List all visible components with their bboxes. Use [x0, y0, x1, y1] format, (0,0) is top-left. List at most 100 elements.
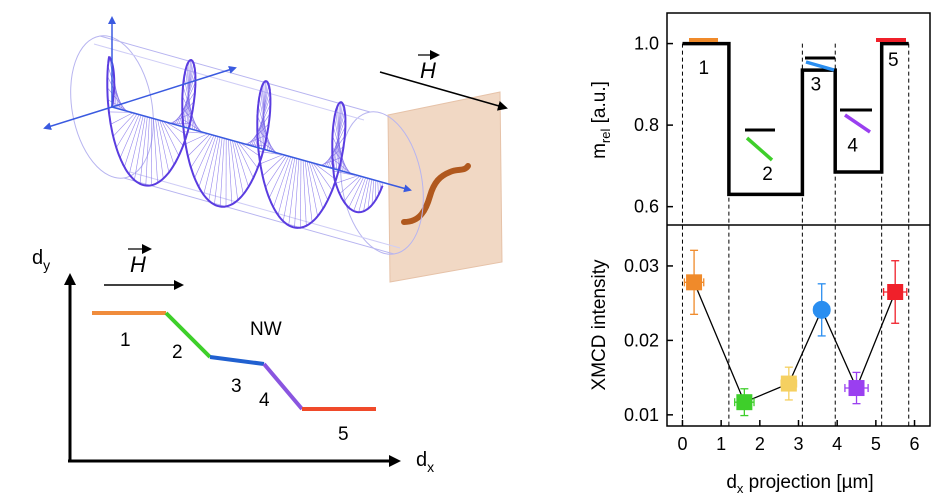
helix-spoke: [304, 161, 313, 222]
x-tick-label: 5: [871, 434, 881, 454]
helix-spoke: [182, 107, 202, 133]
x-axis-title: dx projection [µm]: [726, 472, 873, 496]
top-y-axis-title: mrel [a.u.]: [589, 81, 613, 159]
field-label-top: H: [420, 58, 436, 83]
helix-spoke: [159, 120, 175, 165]
helix-spoke: [198, 136, 217, 188]
helix-spoke: [332, 158, 354, 176]
wire-segment-4: [262, 362, 304, 411]
helix-spoke: [367, 180, 372, 209]
x-tick-label: 0: [677, 434, 687, 454]
helix-spoke: [145, 117, 150, 186]
x-tick-label: 2: [755, 434, 765, 454]
helix-spoke: [277, 157, 293, 216]
helix-spoke: [134, 116, 146, 181]
wire-schematic: dy dx H NW 1 2 3 4 5: [32, 244, 434, 475]
region-label: 1: [698, 58, 709, 79]
dy-axis-label: dy: [32, 247, 50, 273]
magnetization-step-chart: 1 2 3 4 5 0.6 0.8 1.0: [634, 34, 909, 217]
wire-segment-3: [209, 355, 265, 366]
top-y-tick-label: 1.0: [634, 34, 659, 54]
helix-spoke: [128, 115, 144, 175]
helix-spoke: [333, 170, 356, 176]
region-label: 4: [847, 136, 858, 157]
helix-spoke: [107, 66, 123, 110]
helix-spoke: [313, 163, 333, 191]
helix-spoke: [234, 141, 249, 187]
orientation-bar-3: [805, 60, 835, 72]
helix-spoke: [203, 136, 219, 195]
segment-label-5: 5: [338, 424, 349, 445]
helix-spoke: [348, 177, 364, 208]
segment-boundaries: [681, 43, 910, 426]
segment-label-2: 2: [172, 342, 183, 363]
helix-spoke: [107, 87, 127, 112]
helix-spoke: [161, 120, 180, 156]
bottom-y-tick-label: 0.02: [624, 330, 659, 350]
helix-spoke: [240, 142, 262, 158]
region-label: 5: [888, 50, 899, 71]
helix-spoke: [124, 115, 142, 167]
field-arrow-top: H: [379, 50, 508, 111]
x-tick-label: 4: [832, 434, 842, 454]
field-arrow-bottom: H: [104, 244, 184, 290]
data-point: [812, 300, 831, 319]
helix-spoke: [306, 161, 318, 217]
data-point: [780, 375, 797, 392]
helix-spoke: [300, 160, 302, 228]
helix-spoke: [187, 134, 210, 157]
helix-spoke: [377, 181, 379, 196]
orientation-indicators: [689, 38, 906, 162]
data-point: [887, 284, 904, 300]
wire-segment-2: [164, 311, 212, 359]
helix-spoke: [194, 135, 215, 179]
bottom-y-tick-label: 0.03: [624, 256, 659, 276]
helix-spoke: [157, 119, 170, 173]
helix-spoke: [315, 164, 337, 180]
helix-spoke: [116, 113, 138, 148]
helix-spoke: [309, 162, 324, 209]
helix-spoke: [185, 133, 208, 145]
segment-label-3: 3: [231, 376, 242, 397]
segment-label-4: 4: [259, 390, 270, 411]
projection-screen: [387, 91, 503, 283]
helix-spoke: [232, 140, 244, 195]
helix-spoke: [268, 156, 289, 199]
helix-spoke: [265, 155, 287, 188]
helix-spoke: [302, 160, 307, 226]
helix-spoke: [339, 176, 360, 194]
helix-spoke: [363, 179, 370, 212]
coordinate-axes: [43, 16, 412, 193]
helix-spoke: [335, 175, 358, 184]
helix-spoke: [190, 134, 212, 168]
helix-spoke: [155, 119, 164, 179]
helix-curve: [106, 56, 384, 229]
helix-spoke: [371, 180, 374, 205]
data-point: [736, 394, 753, 411]
orientation-bar-4: [844, 113, 871, 134]
helix-spoke: [208, 137, 221, 201]
x-tick-label: 6: [910, 434, 920, 454]
segment-label-1: 1: [120, 330, 131, 351]
magnetization-spokes: [107, 57, 383, 228]
helix-spoke: [182, 119, 204, 133]
xmcd-connecting-line: [693, 282, 896, 404]
helix-spoke: [282, 158, 296, 222]
helix-spoke: [381, 182, 383, 186]
helix-spoke: [334, 117, 345, 173]
helix-spoke: [163, 121, 184, 146]
top-y-tick-label: 0.8: [634, 115, 659, 135]
nw-label: NW: [250, 319, 282, 340]
x-tick-label: 3: [793, 434, 803, 454]
cylinder: [70, 35, 424, 255]
magnetization-step-line: [682, 41, 909, 197]
helix-spoke: [260, 154, 283, 165]
bottom-y-tick-label: 0.01: [624, 405, 659, 425]
xmcd-intensity-chart: 0.01 0.02 0.03 0 1 2 3 4 5 6: [624, 249, 920, 454]
region-label: 3: [811, 74, 822, 95]
bottom-y-axis-title: XMCD intensity: [589, 259, 610, 390]
projected-wire-shadow: [401, 163, 471, 225]
helix-spoke: [294, 159, 300, 228]
helix-spoke: [153, 118, 158, 183]
helix-illustration: H: [43, 16, 508, 283]
